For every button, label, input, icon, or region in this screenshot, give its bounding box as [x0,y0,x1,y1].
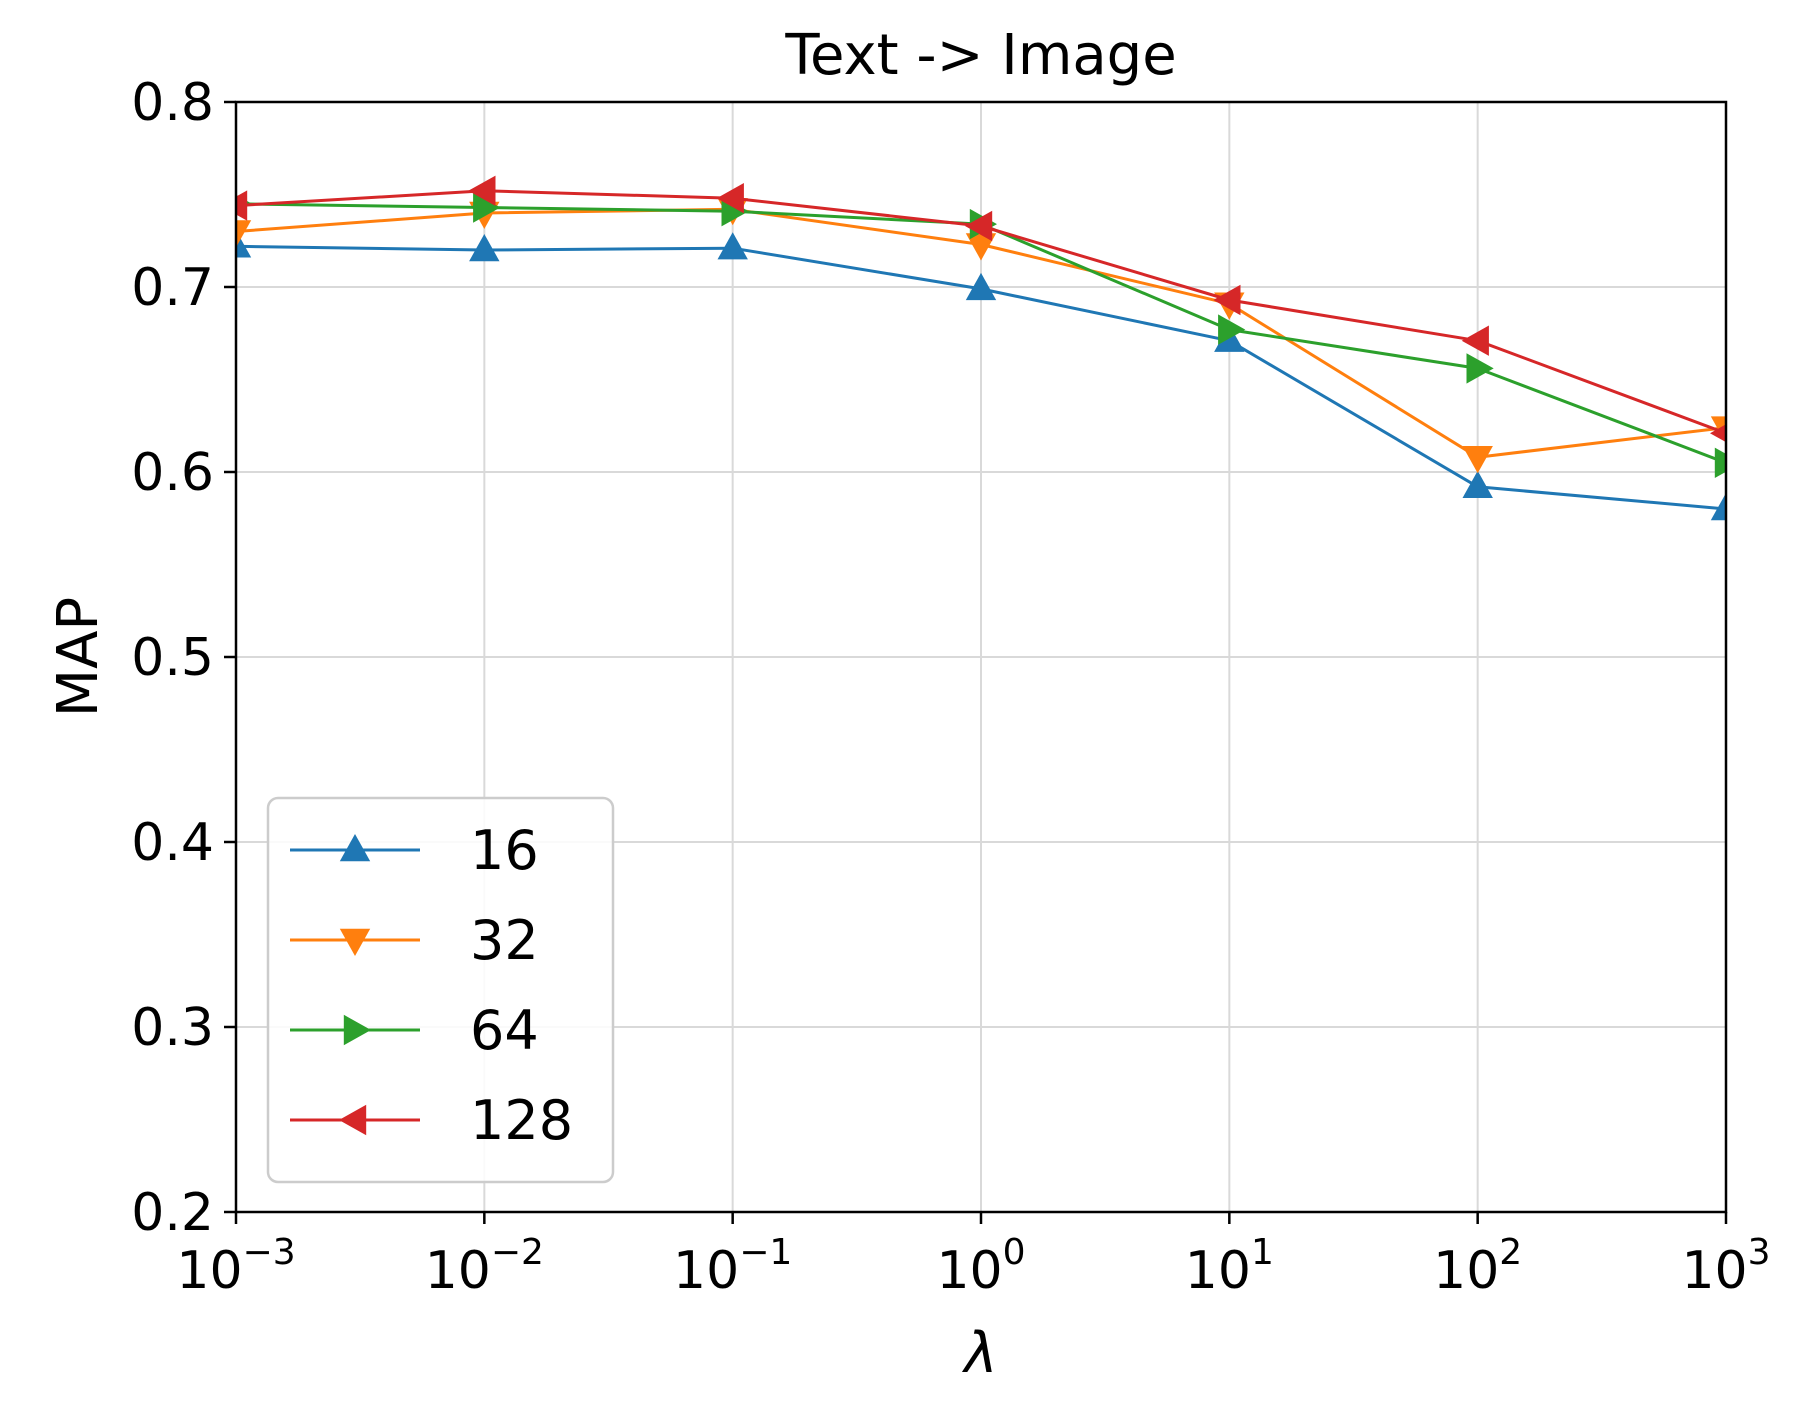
legend-item-128: 128 [290,1089,573,1152]
x-tick-base: 10 [425,1241,491,1301]
x-tick-base: 10 [1681,1241,1747,1301]
x-tick-exponent: 3 [1748,1232,1771,1273]
legend-marker [339,834,371,862]
data-point [1461,325,1489,356]
series-16 [236,230,1726,521]
data-point [469,234,500,262]
x-tick-label: 10−3 [176,1232,295,1301]
x-tick-label: 103 [1681,1232,1770,1301]
x-tick-label: 101 [1185,1232,1274,1301]
legend-label: 16 [470,819,539,882]
series-128 [236,175,1726,443]
data-point [1462,470,1493,498]
y-tick-label: 0.4 [131,813,214,873]
data-point [1462,446,1493,474]
y-tick-label: 0.3 [131,998,214,1058]
legend-box [266,796,615,1184]
data-point [1213,284,1241,316]
data-point [1466,353,1494,384]
ticks: 10−3 10−2 10−1 100 101 102 1030.20.30.40.50.60… [131,73,1770,1301]
legend-label: 64 [470,999,539,1062]
y-tick-label: 0.8 [131,73,214,133]
x-tick-exponent: −1 [739,1232,792,1273]
x-tick-exponent: 1 [1251,1232,1274,1273]
data-point [716,183,744,214]
data-point [1218,314,1246,345]
data-point [965,272,997,301]
data-point [965,233,997,261]
x-tick-label: 10−1 [673,1232,792,1301]
data-point [236,230,252,258]
x-tick-label: 10−2 [425,1232,544,1301]
legend-item-32: 32 [290,909,539,972]
legend-marker [343,1014,371,1046]
legend-marker [339,928,371,956]
x-axis-label: λ [961,1321,997,1386]
data-point [965,210,993,242]
x-tick-exponent: 0 [1003,1232,1026,1273]
y-tick-label: 0.7 [131,258,214,318]
data-point [468,175,496,206]
legend-item-64: 64 [290,999,539,1062]
chart-title: Text -> Image [784,23,1176,88]
data-point [1714,447,1726,478]
legend: 16 32 64 128 [266,796,615,1184]
x-tick-exponent: −2 [491,1232,544,1273]
x-tick-label: 102 [1433,1232,1522,1301]
x-tick-exponent: −3 [243,1232,296,1273]
legend-label: 32 [470,909,539,972]
data-point [1710,493,1726,521]
series-layer [236,175,1726,521]
y-tick-label: 0.2 [131,1183,214,1243]
x-tick-base: 10 [176,1241,242,1301]
legend-item-16: 16 [290,819,539,882]
x-tick-label: 100 [936,1232,1025,1301]
legend-label: 128 [470,1089,573,1152]
x-tick-exponent: 2 [1499,1232,1522,1273]
data-point [236,220,252,248]
data-point [236,190,248,221]
x-tick-base: 10 [936,1241,1002,1301]
y-axis-label: MAP [46,597,111,717]
data-point [717,232,748,260]
x-tick-base: 10 [1185,1241,1251,1301]
y-tick-label: 0.6 [131,443,214,503]
x-tick-base: 10 [1433,1241,1499,1301]
x-tick-base: 10 [673,1241,739,1301]
data-point [1710,424,1726,443]
y-tick-label: 0.5 [131,628,214,688]
data-point [473,192,501,223]
legend-marker [339,1104,367,1136]
